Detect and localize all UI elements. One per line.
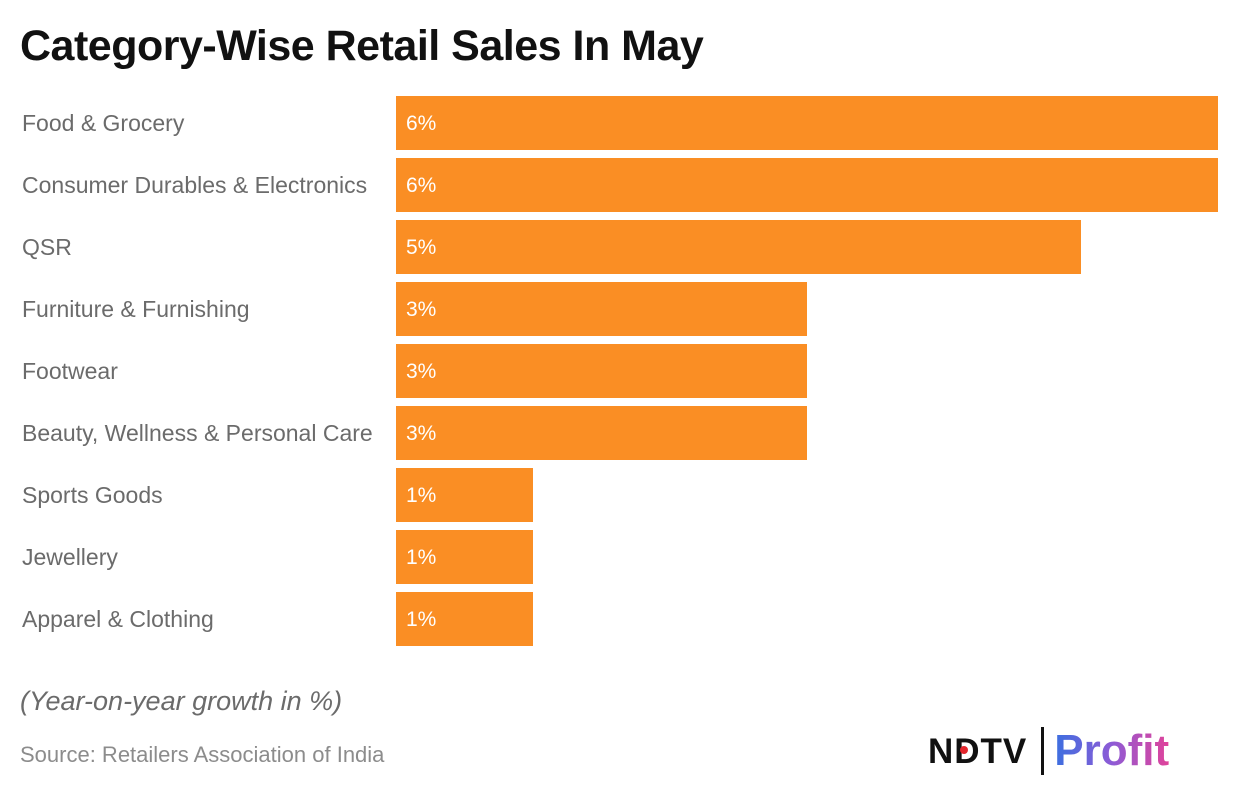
bar [396, 220, 1081, 274]
logo-ndtv-text: NDTV [928, 731, 1028, 771]
ndtv-profit-logo: NDTV Profit [928, 726, 1169, 776]
source-text: Source: Retailers Association of India [20, 742, 385, 767]
logo-profit-text: Profit [1054, 726, 1170, 775]
bar [396, 592, 533, 646]
value-label: 6% [406, 112, 436, 135]
bar [396, 406, 807, 460]
bar [396, 530, 533, 584]
category-label: Beauty, Wellness & Personal Care [22, 420, 373, 446]
value-label: 6% [406, 174, 436, 197]
category-label: Sports Goods [22, 482, 163, 508]
category-label: Footwear [22, 358, 118, 384]
chart-title: Category-Wise Retail Sales In May [20, 22, 704, 70]
logo-separator [1041, 727, 1045, 775]
bar [396, 158, 1218, 212]
logo-red-dot-icon [960, 745, 968, 754]
bar [396, 468, 533, 522]
value-label: 1% [406, 484, 436, 507]
category-label: Apparel & Clothing [22, 606, 214, 632]
category-label: Food & Grocery [22, 110, 185, 136]
category-label: Furniture & Furnishing [22, 296, 250, 322]
bar [396, 96, 1218, 150]
category-label: Jewellery [22, 544, 118, 570]
value-label: 3% [406, 360, 436, 383]
bar [396, 344, 807, 398]
category-label: QSR [22, 234, 72, 260]
bar-chart: Food & Grocery 6% Consumer Durables & Elec… [22, 96, 1218, 646]
bar [396, 282, 807, 336]
value-label: 3% [406, 298, 436, 321]
chart-note: (Year-on-year growth in %) [20, 686, 343, 716]
value-label: 1% [406, 546, 436, 569]
value-label: 5% [406, 236, 436, 259]
category-label: Consumer Durables & Electronics [22, 172, 367, 198]
value-label: 3% [406, 422, 436, 445]
value-label: 1% [406, 608, 436, 631]
